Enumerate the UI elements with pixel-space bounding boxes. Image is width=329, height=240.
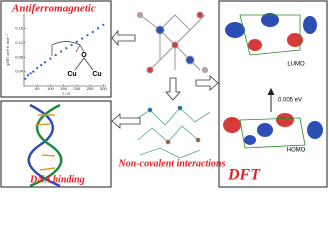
data-point: [75, 40, 79, 43]
gap-label: 0.005 eV: [278, 98, 302, 104]
data-point: [91, 30, 94, 34]
inset-o: O: [81, 52, 87, 59]
data-point: [26, 74, 30, 77]
data-point: [40, 64, 43, 67]
plot: 50 100 150 200 250 300 0.04 0.08 0.12 0.16: [15, 14, 107, 91]
magnetism-title: Antiferromagnetic: [11, 3, 96, 15]
homo-orbital: [223, 113, 323, 149]
x-tick-label: 300: [100, 86, 107, 91]
x-tick-label: 200: [74, 86, 81, 91]
inset-cu-left: Cu: [67, 71, 76, 78]
data-point: [24, 77, 27, 80]
x-axis-label: T / K: [62, 91, 71, 96]
interactions-title: Non-covalent interactions: [118, 158, 226, 169]
plot-frame: [23, 14, 106, 87]
lumo-orbital: [225, 13, 317, 56]
molecule: [137, 11, 208, 74]
y-tick-label: 0.16: [15, 25, 24, 30]
data-point: [81, 37, 84, 40]
y-axis-label: χMT/ cm³ K mol⁻¹: [5, 34, 10, 66]
data-point: [44, 61, 47, 64]
crystal-packing: [134, 105, 211, 159]
data-point: [29, 72, 32, 75]
data-point: [102, 23, 105, 26]
data-point: [65, 47, 68, 50]
inset-bonds: [74, 57, 94, 71]
arrow-right: [195, 75, 219, 91]
y-tick-label: 0.12: [15, 40, 24, 45]
homo-label: HOMO: [287, 148, 306, 154]
dna-box: [0, 100, 112, 188]
inset-cu-right: Cu: [92, 71, 101, 78]
graphical-abstract: Antiferromagnetic χMT/ cm³ K mol⁻¹ T / K…: [0, 0, 328, 188]
x-tick-label: 100: [47, 86, 54, 91]
data-point: [96, 27, 100, 30]
lumo-label: LUMO: [287, 62, 305, 68]
y-tick-label: 0.04: [15, 69, 24, 74]
arrow-left-bottom: [111, 113, 141, 129]
y-tick-label: 0.08: [15, 54, 24, 59]
inset-arrow: [51, 41, 85, 56]
arrow-down: [165, 77, 181, 101]
data-point: [86, 34, 89, 37]
x-tick-label: 250: [87, 86, 94, 91]
magnetism-box: [0, 0, 112, 98]
data-point: [49, 57, 52, 60]
data-point: [36, 66, 39, 70]
dna-title: DNA binding: [29, 174, 85, 185]
data-point: [32, 70, 35, 73]
data-point: [70, 43, 73, 47]
dna-helix: [27, 103, 63, 188]
data-point: [54, 53, 57, 57]
data-point: [59, 50, 63, 53]
x-tick-label: 50: [35, 86, 40, 91]
gap-arrow: [267, 87, 275, 112]
x-tick-label: 150: [60, 86, 67, 91]
dft-title: DFT: [227, 167, 261, 184]
dft-box: [218, 0, 328, 188]
arrow-left-top: [111, 29, 136, 47]
